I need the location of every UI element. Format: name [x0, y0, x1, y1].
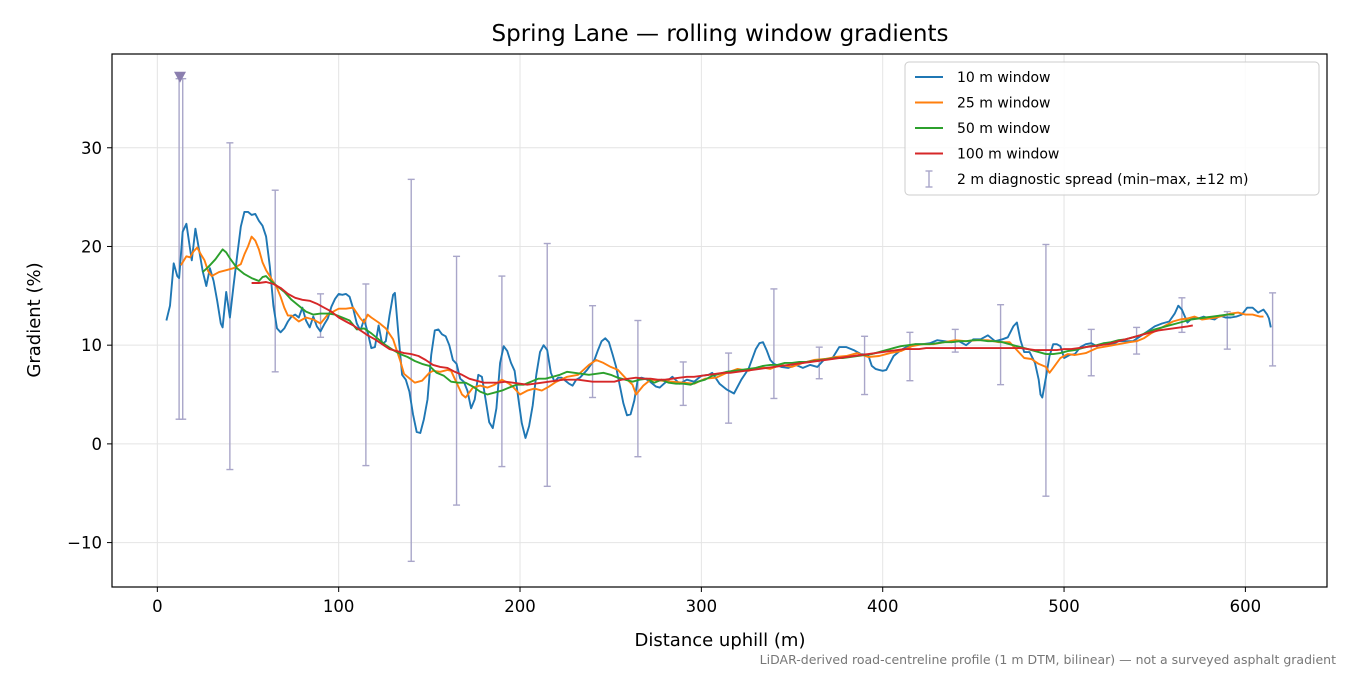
y-tick-label: 30 — [81, 139, 102, 158]
x-axis-label: Distance uphill (m) — [635, 630, 806, 651]
errorbar — [1269, 292, 1277, 367]
x-tick-label: 300 — [686, 597, 718, 616]
legend-label: 100 m window — [957, 147, 1059, 163]
y-axis-ticks: −10 0 10 20 30 — [67, 139, 112, 553]
x-axis-ticks: 0 100 200 300 400 500 600 — [152, 587, 1261, 616]
legend-entry: 100 m window — [915, 147, 1059, 163]
legend-label: 10 m window — [957, 70, 1050, 86]
triangle-marker — [174, 71, 187, 83]
diagnostic-spread-errorbars — [175, 77, 1277, 563]
legend-label: 2 m diagnostic spread (min–max, ±12 m) — [957, 172, 1248, 188]
x-tick-label: 100 — [323, 597, 355, 616]
legend-box — [904, 61, 1320, 196]
legend-entry: 10 m window — [915, 70, 1050, 86]
y-axis-label: Gradient (%) — [24, 262, 45, 377]
errorbar — [997, 304, 1005, 386]
series-line-1 — [180, 235, 1264, 399]
errorbar — [634, 319, 642, 458]
x-tick-label: 400 — [867, 597, 899, 616]
chart-title: Spring Lane — rolling window gradients — [492, 21, 949, 47]
series-lines — [165, 210, 1272, 439]
errorbar — [1087, 328, 1095, 377]
x-tick-label: 600 — [1230, 597, 1262, 616]
series-line-3 — [251, 281, 1193, 386]
chart-markers — [174, 71, 187, 83]
y-tick-label: 0 — [92, 435, 103, 454]
errorbar — [179, 77, 187, 420]
errorbar — [226, 142, 234, 471]
chart-legend: 10 m window 25 m window 50 m window 100 m w… — [904, 61, 1320, 196]
errorbar — [543, 242, 551, 488]
errorbar — [815, 346, 823, 380]
errorbar — [725, 352, 733, 424]
errorbar — [1042, 243, 1050, 497]
errorbar — [362, 283, 370, 467]
errorbar — [861, 335, 869, 396]
y-tick-label: −10 — [67, 534, 102, 553]
y-tick-label: 10 — [81, 336, 102, 355]
series-line-0 — [165, 210, 1272, 439]
legend-label: 50 m window — [957, 121, 1050, 137]
x-tick-label: 500 — [1048, 597, 1080, 616]
legend-label: 25 m window — [957, 96, 1050, 112]
x-tick-label: 0 — [152, 597, 163, 616]
legend-entry: 2 m diagnostic spread (min–max, ±12 m) — [925, 170, 1248, 188]
y-tick-label: 20 — [81, 237, 102, 256]
legend-entry: 50 m window — [915, 121, 1050, 137]
plot-frame — [111, 53, 1328, 588]
errorbar — [770, 288, 778, 400]
legend-entry: 25 m window — [915, 96, 1050, 112]
errorbar — [906, 331, 914, 382]
errorbar — [407, 178, 415, 563]
chart-caption: LiDAR-derived road-centreline profile (1… — [760, 652, 1336, 667]
errorbar — [498, 275, 506, 468]
errorbar — [589, 304, 597, 399]
errorbar — [271, 189, 279, 373]
x-tick-label: 200 — [504, 597, 536, 616]
